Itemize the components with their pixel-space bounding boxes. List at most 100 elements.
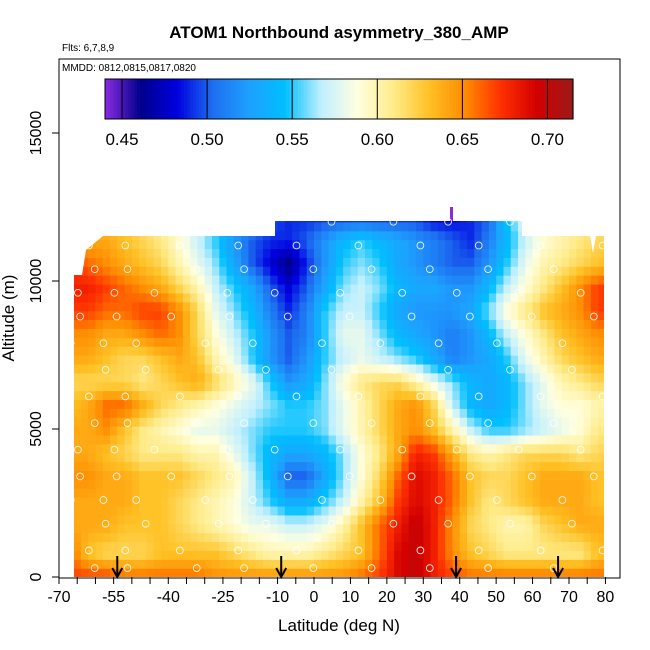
heatmap-cell (365, 328, 373, 338)
heatmap-cell (117, 195, 125, 204)
heatmap-cell (467, 417, 475, 427)
heatmap-cell (110, 514, 118, 525)
heatmap-cell (241, 408, 250, 418)
heatmap-cell (437, 523, 446, 534)
heatmap-cell (416, 390, 424, 400)
heatmap-cell (233, 283, 242, 294)
heatmap-cell (284, 505, 293, 516)
heatmap-cell (190, 417, 199, 427)
colorbar-cell (254, 79, 258, 119)
colorbar-cell (166, 79, 170, 119)
heatmap-cell (335, 301, 344, 312)
heatmap-cell (233, 381, 242, 392)
heatmap-cell (496, 310, 505, 321)
heatmap-cell (88, 550, 97, 560)
heatmap-cell (605, 248, 613, 257)
colorbar-cell (570, 79, 574, 119)
heatmap-cell (561, 408, 570, 418)
colorbar-cell (482, 79, 486, 119)
heatmap-cell (306, 221, 315, 223)
heatmap-cell (357, 319, 366, 329)
heatmap-cell (204, 328, 213, 338)
heatmap-cell (204, 523, 213, 534)
heatmap-cell (569, 363, 577, 374)
heatmap-cell (488, 337, 497, 347)
heatmap-cell (445, 266, 454, 276)
heatmap-cell (226, 328, 235, 338)
heatmap-cell (88, 523, 97, 534)
heatmap-cell (554, 505, 563, 516)
heatmap-cell (175, 452, 184, 463)
heatmap-cell (226, 319, 235, 329)
heatmap-cell (605, 328, 613, 337)
heatmap-cell (299, 275, 308, 285)
heatmap-cell (117, 230, 126, 241)
heatmap-cell (343, 443, 352, 454)
heatmap-cell (314, 443, 322, 454)
heatmap-cell (561, 283, 570, 294)
heatmap-cell (321, 248, 330, 258)
heatmap-cell (576, 230, 585, 241)
heatmap-cell (357, 230, 366, 241)
heatmap-cell (503, 390, 512, 400)
heatmap-cell (131, 310, 140, 321)
profile-marker (234, 392, 243, 401)
heatmap-cell (583, 372, 592, 383)
heatmap-cell (102, 550, 111, 560)
heatmap-cell (598, 514, 604, 525)
heatmap-cell (474, 319, 483, 329)
heatmap-cell (525, 443, 534, 454)
heatmap-cell (241, 310, 250, 321)
heatmap-cell (481, 523, 490, 534)
heatmap-cell (583, 363, 592, 374)
heatmap-cell (88, 337, 97, 347)
heatmap-cell (532, 390, 541, 400)
colorbar-cell (148, 79, 153, 119)
heatmap-cell (197, 372, 206, 383)
heatmap-cell (146, 514, 155, 525)
heatmap-cell (277, 541, 286, 551)
heatmap-cell (474, 408, 483, 418)
heatmap-cell (569, 355, 577, 365)
heatmap-cell (445, 381, 454, 392)
heatmap-cell (153, 381, 162, 392)
heatmap-cell (270, 488, 279, 498)
heatmap-cell (386, 488, 395, 498)
heatmap-cell (226, 523, 235, 534)
heatmap-cell (416, 355, 424, 365)
heatmap-cell (226, 337, 235, 347)
flight-arrows (111, 556, 564, 580)
heatmap-cell (496, 275, 505, 285)
x-tick-label: 40 (451, 589, 469, 606)
heatmap-cell (430, 301, 439, 312)
heatmap-cell (284, 381, 293, 392)
heatmap-cell (233, 408, 242, 418)
heatmap-cell (80, 452, 89, 463)
heatmap-cell (204, 532, 213, 543)
heatmap-cell (357, 372, 366, 383)
heatmap-cell (511, 195, 519, 204)
heatmap-cell (561, 461, 570, 472)
heatmap-cell (408, 346, 417, 356)
heatmap-cell (74, 434, 75, 445)
heatmap-cell (190, 363, 199, 374)
heatmap-cell (416, 488, 424, 498)
colorbar-cell (532, 79, 536, 119)
heatmap-cell (80, 568, 89, 577)
heatmap-cell (161, 408, 169, 418)
heatmap-cell (467, 470, 475, 480)
heatmap-cell (481, 257, 490, 267)
heatmap-cell (598, 257, 604, 267)
heatmap-cell (481, 532, 490, 543)
heatmap-cell (292, 257, 301, 267)
heatmap-cell (204, 275, 213, 285)
heatmap-cell (561, 417, 570, 427)
heatmap-cell (328, 381, 337, 392)
heatmap-cell (386, 568, 395, 577)
heatmap-cell (583, 488, 592, 498)
x-tick-label: -55 (102, 589, 125, 606)
heatmap-cell (321, 346, 330, 356)
heatmap-cell (161, 426, 169, 436)
heatmap-cell (139, 417, 148, 427)
profile-marker (309, 265, 318, 274)
